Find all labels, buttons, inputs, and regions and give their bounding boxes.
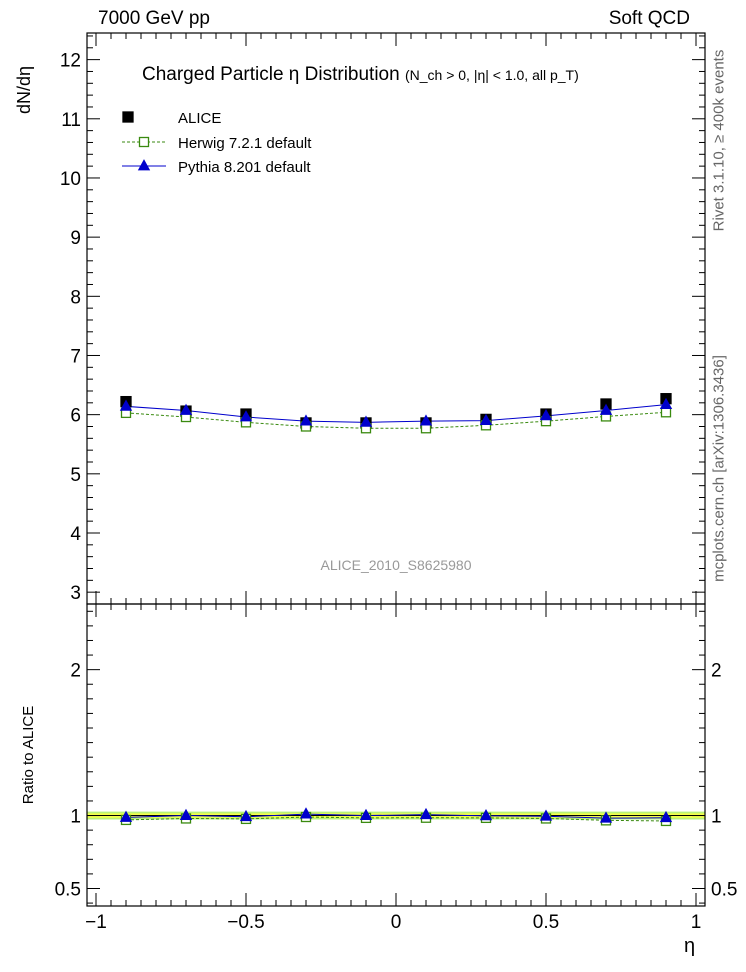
- legend-label: ALICE: [178, 110, 221, 127]
- ratio-y-tick-label-right: 1: [711, 807, 722, 828]
- legend-pythia-marker: [137, 159, 151, 171]
- ratio-y-tick-label: 2: [70, 661, 81, 682]
- header-process-label: Soft QCD: [608, 8, 690, 29]
- main-y-tick-label: 5: [70, 465, 81, 486]
- pythia-point: [179, 403, 193, 415]
- x-tick-label: 0: [391, 912, 402, 933]
- ratio-y-tick-label-right: 2: [711, 661, 722, 682]
- main-y-tick-label: 8: [70, 287, 81, 308]
- x-tick-label: −1: [85, 912, 107, 933]
- pythia-ratio-point: [599, 811, 613, 823]
- ratio-y-axis-label: Ratio to ALICE: [20, 706, 37, 804]
- chart-title-subtitle: (N_ch > 0, |η| < 1.0, all p_T): [405, 67, 579, 83]
- legend-herwig-marker: [138, 136, 150, 148]
- main-y-tick-label: 12: [60, 51, 81, 72]
- ratio-y-tick-label: 0.5: [55, 879, 81, 900]
- header-energy-label: 7000 GeV pp: [98, 8, 210, 29]
- pythia-ratio-line: [125, 813, 667, 819]
- main-y-tick-label: 6: [70, 406, 81, 427]
- pythia-ratio-point: [359, 808, 373, 820]
- pythia-ratio-point: [539, 809, 553, 821]
- legend: ALICE Herwig 7.2.1 default Pythia 8.201 de…: [122, 110, 312, 176]
- analysis-watermark: ALICE_2010_S8625980: [320, 557, 471, 573]
- chart-title: Charged Particle η Distribution (N_ch > …: [142, 64, 579, 85]
- pythia-ratio-point: [179, 808, 193, 820]
- pythia-ratio-point: [119, 810, 133, 822]
- herwig-point: [660, 407, 672, 418]
- chart-title-main: Charged Particle η Distribution: [142, 64, 405, 85]
- pythia-point: [479, 413, 493, 425]
- legend-label: Herwig 7.2.1 default: [178, 135, 312, 152]
- pythia-point: [119, 399, 133, 411]
- pythia-point: [239, 410, 253, 422]
- herwig-line: [125, 411, 667, 429]
- pythia-point: [659, 397, 673, 409]
- x-tick-label: 1: [691, 912, 702, 933]
- pythia-ratio-point: [659, 810, 673, 823]
- herwig-ratio-line: [125, 816, 667, 822]
- x-tick-label: −0.5: [227, 912, 265, 933]
- main-y-tick-label: 10: [60, 169, 81, 190]
- pythia-point: [599, 403, 613, 415]
- axis-labels: dN/dη Ratio to ALICE η ALICE_2010_S86259…: [14, 64, 695, 957]
- x-tick-label: 0.5: [533, 912, 559, 933]
- main-y-tick-label: 3: [70, 583, 81, 604]
- data-series: [119, 393, 673, 827]
- main-y-tick-label: 11: [61, 110, 81, 131]
- main-y-tick-label: 9: [70, 228, 81, 249]
- pythia-point: [299, 414, 313, 426]
- legend-alice-marker: [122, 111, 134, 123]
- x-axis-label: η: [684, 935, 695, 957]
- main-y-tick-label: 4: [70, 524, 81, 545]
- main-y-tick-label: 7: [70, 346, 81, 367]
- pythia-ratio-point: [479, 809, 493, 821]
- pythia-point: [419, 414, 433, 426]
- legend-label: Pythia 8.201 default: [178, 159, 311, 176]
- main-y-axis-label: dN/dη: [14, 66, 34, 114]
- ratio-y-tick-label-right: 0.5: [711, 879, 737, 900]
- pythia-line: [125, 404, 667, 423]
- pythia-ratio-point: [239, 809, 253, 822]
- pythia-ratio-point: [419, 807, 433, 820]
- ratio-y-tick-label: 1: [70, 807, 81, 828]
- pythia-point: [359, 415, 373, 427]
- pythia-point: [539, 409, 553, 421]
- pythia-ratio-point: [299, 807, 313, 819]
- ratio-plot-frame: [86, 603, 706, 907]
